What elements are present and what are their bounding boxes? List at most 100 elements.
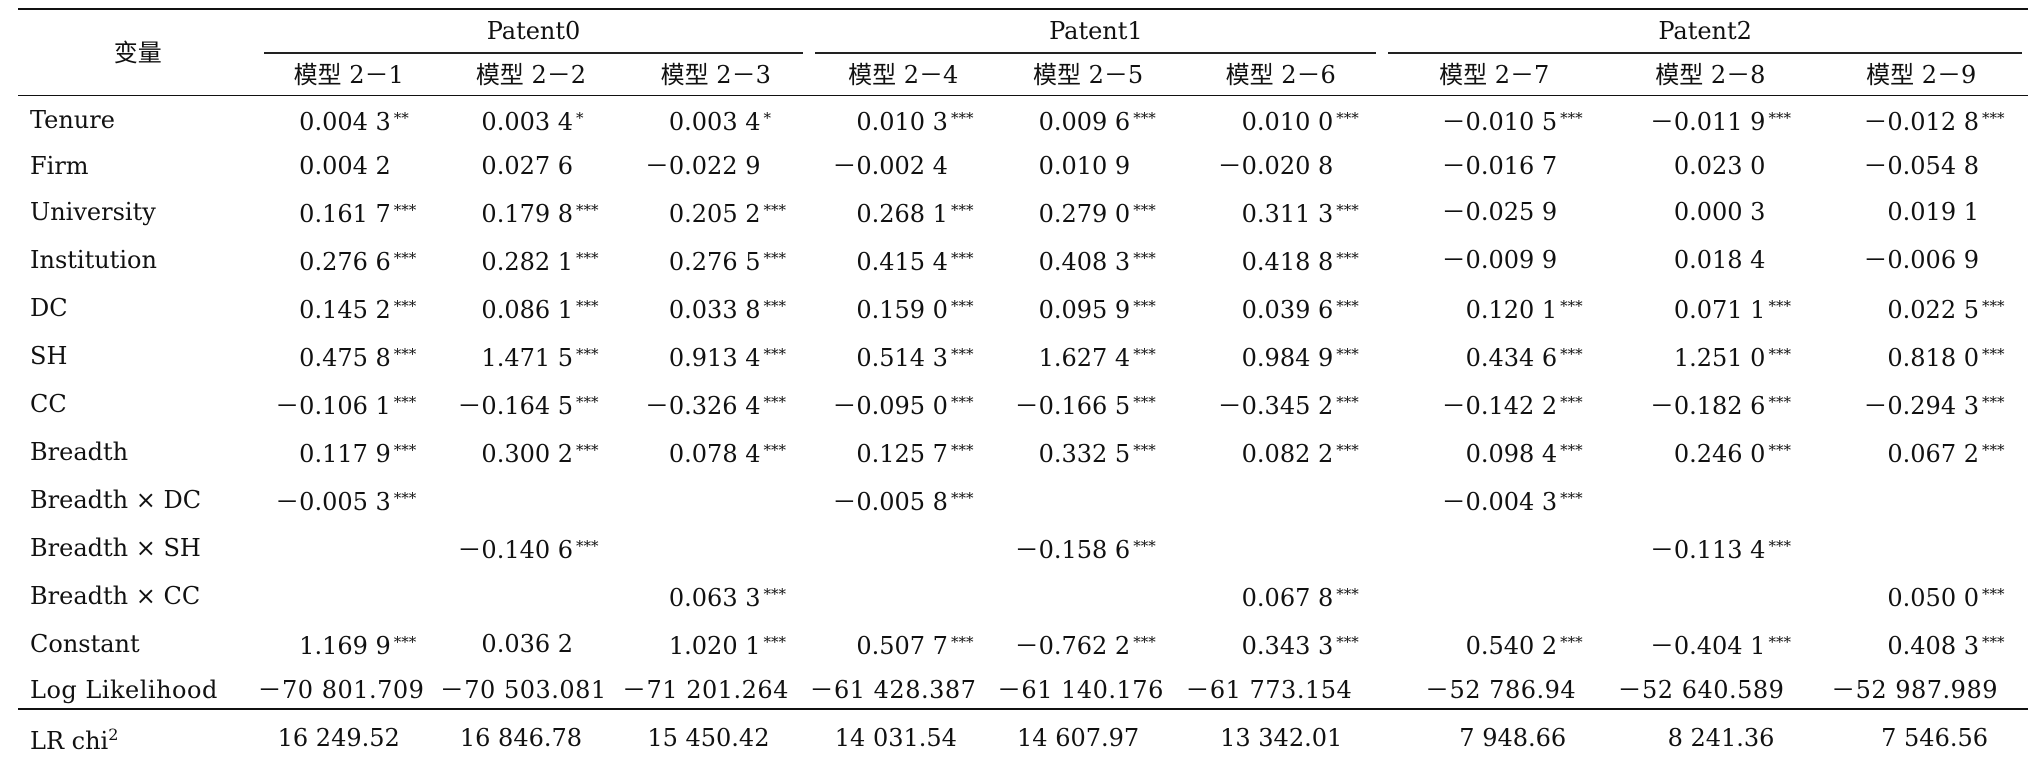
table-row: LR chi2 16 249.52 16 846.78 15 450.42 14 031…	[18, 713, 2028, 763]
significance-stars: ***	[763, 633, 786, 652]
table-cell: －0.294 3 ***	[1814, 380, 2028, 428]
cell-value: 0.010 3	[856, 108, 948, 136]
table-cell: －0.005 3 ***	[258, 476, 440, 524]
table-cell: 0.010 3 ***	[809, 96, 996, 144]
table-cell: 0.434 6 ***	[1382, 332, 1606, 380]
cell-value: 0.415 4	[856, 248, 948, 277]
significance-stars: ***	[576, 297, 599, 316]
cell-value: 0.475 8	[299, 344, 391, 373]
table-cell: 0.098 4 ***	[1382, 428, 1606, 476]
table-body: Tenure 0.004 3 ** 0.003 4 * 0.003 4 * 0.010 3 **…	[18, 96, 2028, 763]
cell-value: 0.159 0	[856, 296, 948, 325]
cell-value: －0.294 3	[1863, 392, 1979, 421]
significance-stars: ***	[1336, 109, 1359, 127]
table-row: Breadth × DC －0.005 3 *** －0.005 8 *** －0.004…	[18, 476, 2028, 524]
table-cell: －70 801.709	[257, 676, 425, 705]
table-row: Log Likelihood －70 801.709 －70 503.081 －71 …	[18, 668, 2028, 712]
significance-stars: ***	[393, 489, 417, 508]
cell-value: 0.027 6	[481, 152, 574, 181]
cell-value: 0.818 0	[1887, 344, 1979, 373]
cell-value: 0.418 8	[1241, 248, 1334, 277]
significance-stars: ***	[576, 537, 599, 556]
table-cell	[622, 524, 809, 572]
table-cell: －0.011 9 ***	[1606, 96, 1814, 144]
table-cell: 0.010 9	[997, 144, 1179, 188]
significance-stars: ***	[393, 633, 417, 652]
table-cell: －0.004 3 ***	[1382, 476, 1606, 524]
table-cell: 0.003 4 *	[622, 96, 809, 144]
table-cell	[1814, 524, 2028, 572]
significance-stars: ***	[1133, 345, 1156, 364]
significance-stars: ***	[393, 297, 417, 316]
table-row: Constant 1.169 9 *** 0.036 2 1.020 1 *** 0.507…	[18, 620, 2028, 668]
significance-stars: ***	[1133, 393, 1156, 412]
significance-stars: ***	[1560, 489, 1583, 508]
significance-stars: ***	[763, 585, 786, 604]
significance-stars: ***	[393, 201, 417, 220]
table-cell: 0.205 2 ***	[622, 188, 809, 236]
significance-stars: ***	[950, 297, 974, 316]
table-cell: 14 607.97	[1017, 723, 1140, 752]
table-cell: 0.117 9 ***	[258, 428, 440, 476]
cell-value: 0.010 0	[1241, 108, 1334, 136]
model-header: 模型 2－1	[293, 61, 404, 89]
model-header: 模型 2－9	[1866, 61, 1977, 89]
table-cell: 0.125 7 ***	[809, 428, 996, 476]
cell-value: －0.009 9	[1441, 246, 1558, 275]
significance-stars: ***	[576, 345, 599, 364]
table-cell: 13 342.01	[1220, 723, 1343, 752]
significance-stars: ***	[950, 109, 974, 127]
cell-value: 0.009 6	[1038, 108, 1131, 136]
cell-value: 0.125 7	[856, 440, 948, 469]
table-cell: －61 428.387	[809, 676, 977, 705]
model-header: 模型 2－7	[1439, 61, 1550, 89]
significance-stars: ***	[1336, 297, 1359, 316]
table-cell: 0.063 3 ***	[622, 572, 809, 620]
table-cell	[1606, 476, 1814, 524]
cell-value: 0.004 3	[299, 108, 391, 136]
significance-stars: ***	[1560, 297, 1583, 316]
table-cell: 0.071 1 ***	[1606, 284, 1814, 332]
significance-stars: ***	[1982, 109, 2005, 127]
model-header-row: 模型 2－1 模型 2－2 模型 2－3 模型 2－4 模型 2－5 模型 2－6 模型 2…	[18, 54, 2028, 96]
cell-value: 0.067 8	[1241, 584, 1334, 613]
table-cell: 0.984 9 ***	[1179, 332, 1382, 380]
variable-header: 变量	[113, 39, 162, 67]
cell-value: －0.142 2	[1441, 392, 1558, 421]
cell-value: 0.078 4	[668, 440, 761, 469]
table-cell: －52 987.989	[1831, 676, 1998, 705]
cell-value: 0.311 3	[1241, 200, 1334, 229]
cell-value: －0.095 0	[832, 392, 948, 421]
cell-value: 1.471 5	[481, 344, 574, 373]
significance-stars: ***	[1982, 441, 2005, 460]
table-cell: 0.418 8 ***	[1179, 236, 1382, 284]
table-cell: 0.036 2	[440, 620, 622, 668]
table-cell	[1814, 476, 2028, 524]
table-cell: 1.627 4 ***	[997, 332, 1179, 380]
table-cell: 0.415 4 ***	[809, 236, 996, 284]
significance-stars: ***	[950, 345, 974, 364]
table-cell	[1606, 572, 1814, 620]
cell-value: 0.082 2	[1241, 440, 1334, 469]
significance-stars: ***	[1336, 249, 1359, 268]
table-cell: 0.010 0 ***	[1179, 96, 1382, 144]
top-rule	[18, 8, 2028, 10]
table-cell	[258, 572, 440, 620]
cell-value: 0.434 6	[1465, 344, 1558, 373]
table-cell: 0.475 8 ***	[258, 332, 440, 380]
cell-value: 1.169 9	[299, 632, 391, 661]
significance-stars: ***	[763, 249, 786, 268]
table-cell: 0.003 4 *	[440, 96, 622, 144]
significance-stars: ***	[763, 393, 786, 412]
cell-value: －0.164 5	[457, 392, 574, 421]
cell-value: 0.004 2	[299, 152, 391, 181]
regression-table-page: 变量 Patent0 Patent1 Patent2 模型 2－1 模型 2－2 模…	[18, 8, 2028, 755]
significance-stars: ***	[1133, 201, 1156, 220]
group-header: Patent0	[258, 10, 810, 54]
table-cell: 0.540 2 ***	[1382, 620, 1606, 668]
table-cell	[1179, 524, 1382, 572]
cell-value: 0.071 1	[1673, 296, 1766, 325]
significance-stars: ***	[1133, 249, 1156, 268]
model-header: 模型 2－4	[848, 61, 959, 89]
cell-value: 0.984 9	[1241, 344, 1334, 373]
